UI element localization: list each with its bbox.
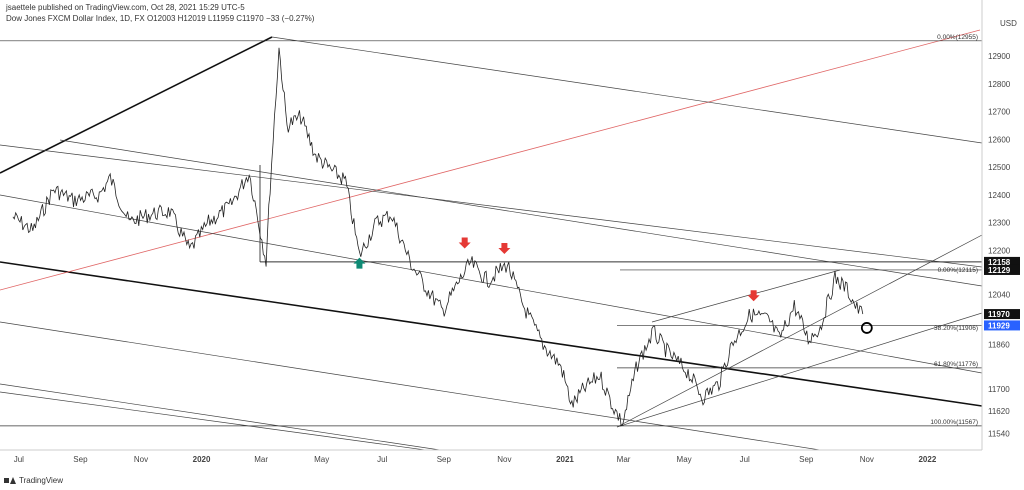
x-tick-label: Sep bbox=[799, 455, 814, 464]
x-tick-label: 2022 bbox=[918, 455, 936, 464]
channel-line bbox=[271, 36, 982, 144]
price-tag-bg bbox=[984, 309, 1020, 320]
y-tick-label: 12900 bbox=[988, 52, 1011, 61]
y-tick-label: 11540 bbox=[988, 429, 1010, 438]
y-tick-label: 12200 bbox=[988, 246, 1011, 255]
y-tick-label: 12400 bbox=[988, 191, 1011, 200]
arrow-up-green-0 bbox=[353, 257, 366, 269]
price-series-line bbox=[12, 47, 864, 427]
publisher-text: jsaettele published on TradingView.com, … bbox=[6, 3, 245, 12]
price-tag-label: 12129 bbox=[988, 266, 1011, 275]
channel-line bbox=[0, 321, 821, 450]
brand-text: TradingView bbox=[19, 476, 64, 485]
plot-area: 0.00%(12955) 0.00%(12115) 38.20%(11906) 61.… bbox=[0, 29, 982, 450]
trendline-bear bbox=[0, 261, 982, 407]
arrow-down-red-3 bbox=[747, 290, 760, 302]
x-tick-label: Mar bbox=[254, 455, 268, 464]
publisher-line: jsaettele published on TradingView.com, … bbox=[6, 3, 245, 12]
high-value: H12019 bbox=[177, 14, 206, 23]
x-tick-label: 2021 bbox=[556, 455, 574, 464]
currency-label: USD bbox=[1000, 19, 1017, 28]
price-tag-label: 11970 bbox=[988, 310, 1010, 319]
price-tag-bg bbox=[984, 320, 1020, 331]
marker-circle bbox=[860, 322, 873, 334]
annotation-label: 61.80%(11776) bbox=[934, 361, 978, 368]
y-tick-label: 12300 bbox=[988, 219, 1011, 228]
channel-line bbox=[651, 269, 841, 323]
x-tick-label: Nov bbox=[134, 455, 148, 464]
x-tick-label: 2020 bbox=[193, 455, 211, 464]
price-tag-label: 12158 bbox=[988, 258, 1011, 267]
tradingview-logo-icon bbox=[4, 476, 16, 485]
y-tick-label: 12600 bbox=[988, 135, 1011, 144]
annotation-label: 38.20%(11906) bbox=[934, 325, 978, 332]
x-tick-label: May bbox=[677, 455, 692, 464]
y-tick-label: 11860 bbox=[988, 341, 1010, 350]
x-tick-label: Sep bbox=[73, 455, 88, 464]
x-tick-label: Mar bbox=[617, 455, 631, 464]
price-tag-bg bbox=[984, 264, 1020, 275]
symbol-name: Dow Jones FXCM Dollar Index, 1D, FX bbox=[6, 14, 145, 23]
price-tag-label: 11929 bbox=[988, 321, 1010, 330]
change-value: −33 (−0.27%) bbox=[265, 14, 315, 23]
annotation-label: 0.00%(12955) bbox=[937, 34, 978, 41]
channel-line bbox=[0, 194, 982, 374]
trendline-bull bbox=[0, 36, 273, 174]
y-tick-label: 12500 bbox=[988, 163, 1011, 172]
trendline-red bbox=[0, 29, 981, 291]
y-tick-label: 12040 bbox=[988, 291, 1011, 300]
channel-line bbox=[0, 391, 428, 450]
y-tick-label: 12700 bbox=[988, 108, 1011, 117]
ohlc-line: Dow Jones FXCM Dollar Index, 1D, FX O120… bbox=[6, 14, 314, 23]
arrow-down-red-2 bbox=[498, 243, 511, 255]
y-tick-label: 12800 bbox=[988, 80, 1011, 89]
x-tick-label: Sep bbox=[437, 455, 452, 464]
x-tick-label: May bbox=[314, 455, 329, 464]
channel-line bbox=[616, 234, 982, 428]
x-tick-label: Jul bbox=[14, 455, 24, 464]
y-tick-label: 11620 bbox=[988, 407, 1010, 416]
x-tick-label: Jul bbox=[740, 455, 750, 464]
channel-line bbox=[616, 312, 982, 428]
annotation-label: 100.00%(11567) bbox=[930, 419, 978, 426]
channel-line bbox=[0, 383, 441, 450]
x-tick-label: Nov bbox=[860, 455, 874, 464]
x-tick-label: Jul bbox=[377, 455, 387, 464]
channel-line bbox=[59, 139, 982, 287]
close-value: C11970 bbox=[236, 14, 264, 23]
x-tick-label: Nov bbox=[497, 455, 511, 464]
channel-line bbox=[0, 144, 982, 268]
open-value: O12003 bbox=[146, 14, 176, 23]
low-value: L11959 bbox=[207, 14, 235, 23]
price-tag-bg bbox=[984, 256, 1020, 267]
y-tick-label: 11700 bbox=[988, 385, 1010, 394]
footer: TradingView bbox=[4, 476, 63, 485]
arrow-down-red-1 bbox=[458, 237, 471, 249]
annotation-label: 0.00%(12115) bbox=[938, 267, 978, 274]
